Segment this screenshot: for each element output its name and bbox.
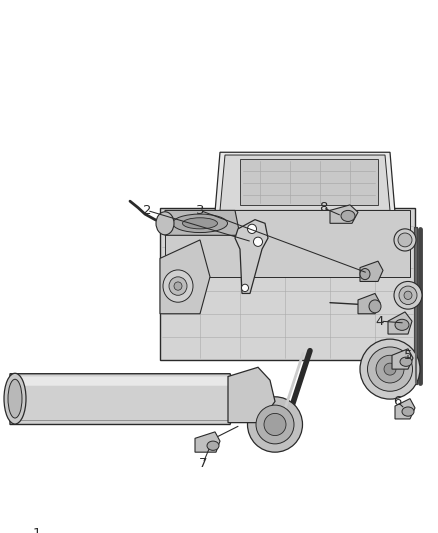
Ellipse shape [163, 270, 193, 302]
Polygon shape [358, 294, 380, 314]
Polygon shape [195, 432, 220, 452]
Text: 3: 3 [196, 204, 204, 217]
Ellipse shape [341, 211, 355, 222]
Ellipse shape [394, 281, 422, 309]
Ellipse shape [395, 319, 409, 330]
Polygon shape [240, 159, 378, 205]
Ellipse shape [140, 507, 156, 522]
Ellipse shape [169, 277, 187, 295]
Ellipse shape [369, 300, 381, 313]
Ellipse shape [360, 269, 370, 280]
Ellipse shape [241, 284, 248, 292]
Text: 8: 8 [319, 201, 327, 214]
Polygon shape [395, 399, 415, 419]
Ellipse shape [247, 397, 303, 452]
Ellipse shape [376, 356, 404, 383]
Polygon shape [235, 220, 268, 294]
Polygon shape [165, 211, 410, 277]
Ellipse shape [144, 511, 152, 519]
Polygon shape [360, 261, 383, 281]
Ellipse shape [264, 414, 286, 435]
Polygon shape [215, 152, 395, 212]
Text: 4: 4 [376, 314, 384, 328]
Ellipse shape [191, 499, 201, 507]
Ellipse shape [183, 218, 218, 229]
Text: 5: 5 [404, 349, 412, 362]
Polygon shape [160, 208, 415, 360]
Ellipse shape [156, 212, 174, 235]
Polygon shape [25, 517, 65, 533]
Ellipse shape [399, 286, 417, 304]
Ellipse shape [254, 237, 262, 246]
Ellipse shape [400, 357, 412, 366]
Ellipse shape [207, 441, 219, 450]
Polygon shape [228, 367, 275, 423]
Ellipse shape [8, 379, 22, 418]
Polygon shape [388, 312, 412, 334]
Ellipse shape [394, 229, 416, 251]
Ellipse shape [247, 224, 257, 233]
Ellipse shape [256, 405, 294, 444]
Ellipse shape [404, 291, 412, 300]
Polygon shape [10, 374, 235, 424]
Text: 2: 2 [143, 204, 151, 217]
Ellipse shape [384, 363, 396, 375]
Polygon shape [330, 205, 358, 223]
Polygon shape [392, 349, 413, 369]
Ellipse shape [174, 282, 182, 290]
Ellipse shape [402, 407, 414, 416]
Polygon shape [160, 240, 210, 314]
Polygon shape [10, 376, 233, 386]
Ellipse shape [188, 496, 204, 510]
Ellipse shape [367, 347, 413, 391]
Text: 7: 7 [199, 457, 207, 470]
Ellipse shape [398, 233, 412, 247]
Polygon shape [165, 211, 240, 235]
Ellipse shape [173, 214, 227, 232]
Text: 1: 1 [33, 527, 41, 533]
Ellipse shape [4, 373, 26, 424]
Polygon shape [220, 155, 390, 211]
Ellipse shape [360, 339, 420, 399]
Text: 6: 6 [393, 395, 401, 408]
